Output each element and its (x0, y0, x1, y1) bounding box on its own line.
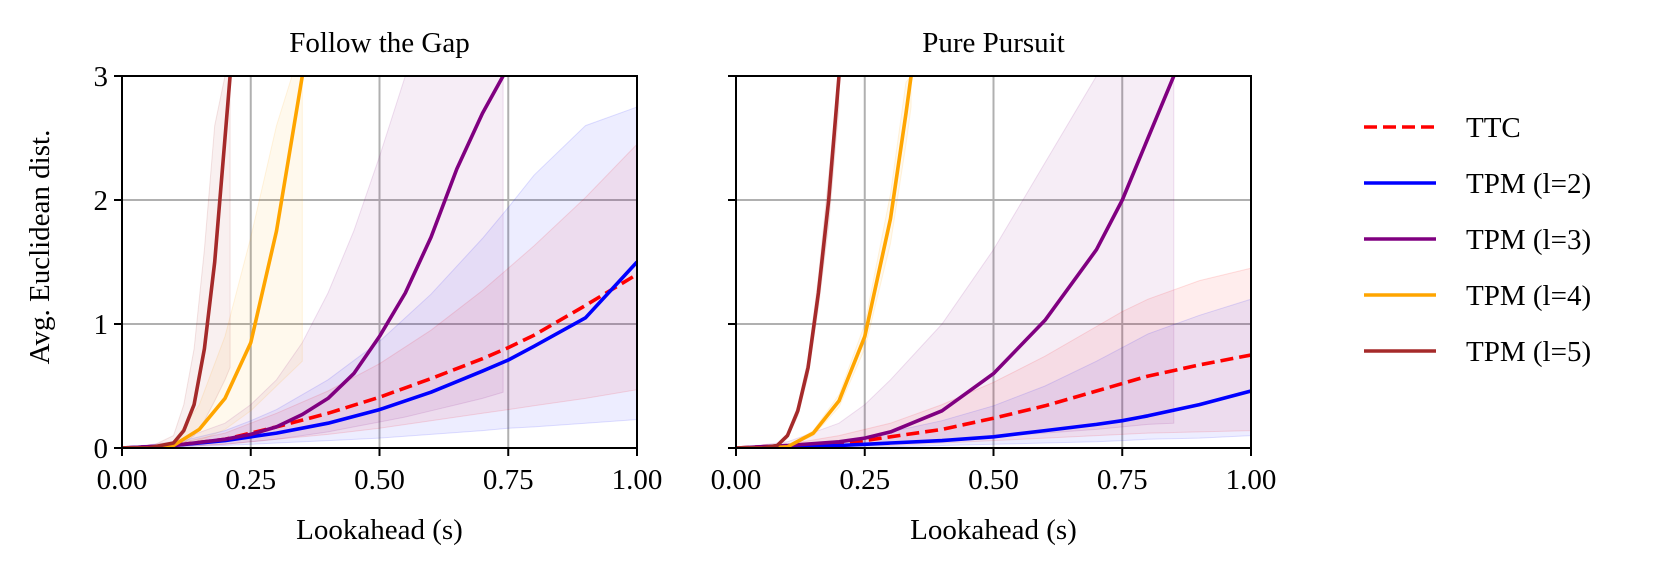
legend-item-tpm-l-4: TPM (l=4) (1364, 280, 1591, 312)
series-line-tpm-l-2 (736, 389, 1251, 448)
panel-follow-the-gap: 0.00 0.25 0.50 0.75 1.00 0 1 2 3 Follow the Gap Lo… (94, 27, 663, 546)
series-line-tpm-l-3 (122, 76, 505, 448)
x-tick-label: 0.75 (1097, 464, 1148, 496)
panel-pure-pursuit: 0.00 0.25 0.50 0.75 1.00 Pure Pursuit Lookahea… (711, 27, 1277, 546)
legend: TTC TPM (l=2) TPM (l=3) TPM (l=4) TPM (l=5) (1364, 112, 1591, 368)
band-ttc (736, 267, 1251, 448)
x-tick-label: 0.00 (711, 464, 762, 496)
x-tick-label: 0.00 (97, 464, 148, 496)
x-tick-label: 0.75 (483, 464, 534, 496)
y-tick-label: 1 (94, 309, 109, 341)
series-line-tpm-l-5 (736, 76, 841, 448)
legend-label: TPM (l=3) (1466, 224, 1591, 256)
legend-label: TTC (1466, 112, 1521, 144)
axes-layer: 0.00 0.25 0.50 0.75 1.00 0 1 2 3 Follow the Gap Lo… (94, 27, 1277, 546)
x-axis-label: Lookahead (s) (910, 514, 1077, 546)
y-tick-label: 3 (94, 61, 109, 93)
x-tick-label: 1.00 (1226, 464, 1277, 496)
x-tick-label: 0.50 (968, 464, 1019, 496)
legend-item-tpm-l-5: TPM (l=5) (1364, 336, 1591, 368)
panel-title: Follow the Gap (289, 27, 469, 59)
band-tpm-l-2 (122, 106, 637, 448)
legend-item-tpm-l-3: TPM (l=3) (1364, 224, 1591, 256)
series-line-tpm-l-5 (122, 76, 232, 448)
y-axis-label: Avg. Euclidean dist. (24, 130, 56, 365)
legend-label: TPM (l=5) (1466, 336, 1591, 368)
panel-title: Pure Pursuit (922, 27, 1065, 59)
legend-label: TPM (l=4) (1466, 280, 1591, 312)
x-axis-label: Lookahead (s) (296, 514, 463, 546)
x-tick-label: 1.00 (612, 464, 663, 496)
band-tpm-l-4 (736, 76, 912, 448)
y-tick-label: 0 (94, 433, 109, 465)
band-tpm-l-3 (122, 76, 504, 448)
band-ttc (122, 143, 637, 448)
legend-item-tpm-l-2: TPM (l=2) (1364, 168, 1591, 200)
x-tick-label: 0.25 (839, 464, 890, 496)
series-line-tpm-l-3 (736, 76, 1176, 448)
legend-item-ttc: TTC (1364, 112, 1521, 144)
x-tick-label: 0.50 (354, 464, 405, 496)
y-tick-label: 2 (94, 185, 109, 217)
x-tick-label: 0.25 (225, 464, 276, 496)
legend-label: TPM (l=2) (1466, 168, 1591, 200)
